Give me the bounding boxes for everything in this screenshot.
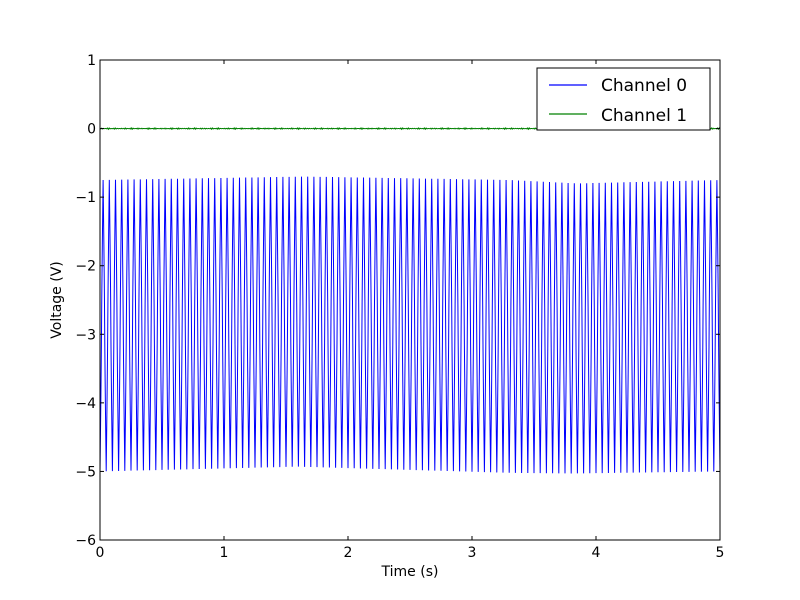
legend-label-channel-1: Channel 1 xyxy=(601,106,687,126)
y-tick-label: −2 xyxy=(75,259,96,275)
y-tick-label: −3 xyxy=(75,327,96,343)
x-tick-label: 2 xyxy=(344,545,353,561)
y-tick-label: −4 xyxy=(75,396,96,412)
axis-ticks xyxy=(99,59,721,541)
x-tick-label: 1 xyxy=(220,545,229,561)
y-tick-label: 0 xyxy=(87,122,96,138)
legend-frame xyxy=(536,67,711,131)
x-axis-label: Time (s) xyxy=(381,564,439,580)
y-tick-label: 1 xyxy=(87,53,96,69)
plot-frame xyxy=(99,59,721,541)
y-tick-label: −5 xyxy=(75,464,96,480)
y-tick-label: −1 xyxy=(75,190,96,206)
x-tick-label: 5 xyxy=(716,545,725,561)
legend: Channel 0 Channel 1 xyxy=(536,67,711,131)
y-tick-label: −6 xyxy=(75,533,96,549)
axis-tick-labels: 0 1 2 3 4 5 −6 −5 −4 −3 −2 −1 0 1 xyxy=(75,53,724,561)
series-line-channel-0 xyxy=(100,176,720,474)
x-tick-label: 3 xyxy=(468,545,477,561)
x-tick-label: 4 xyxy=(592,545,601,561)
x-tick-label: 0 xyxy=(96,545,105,561)
y-axis-label: Voltage (V) xyxy=(49,261,65,338)
legend-label-channel-0: Channel 0 xyxy=(601,76,687,96)
